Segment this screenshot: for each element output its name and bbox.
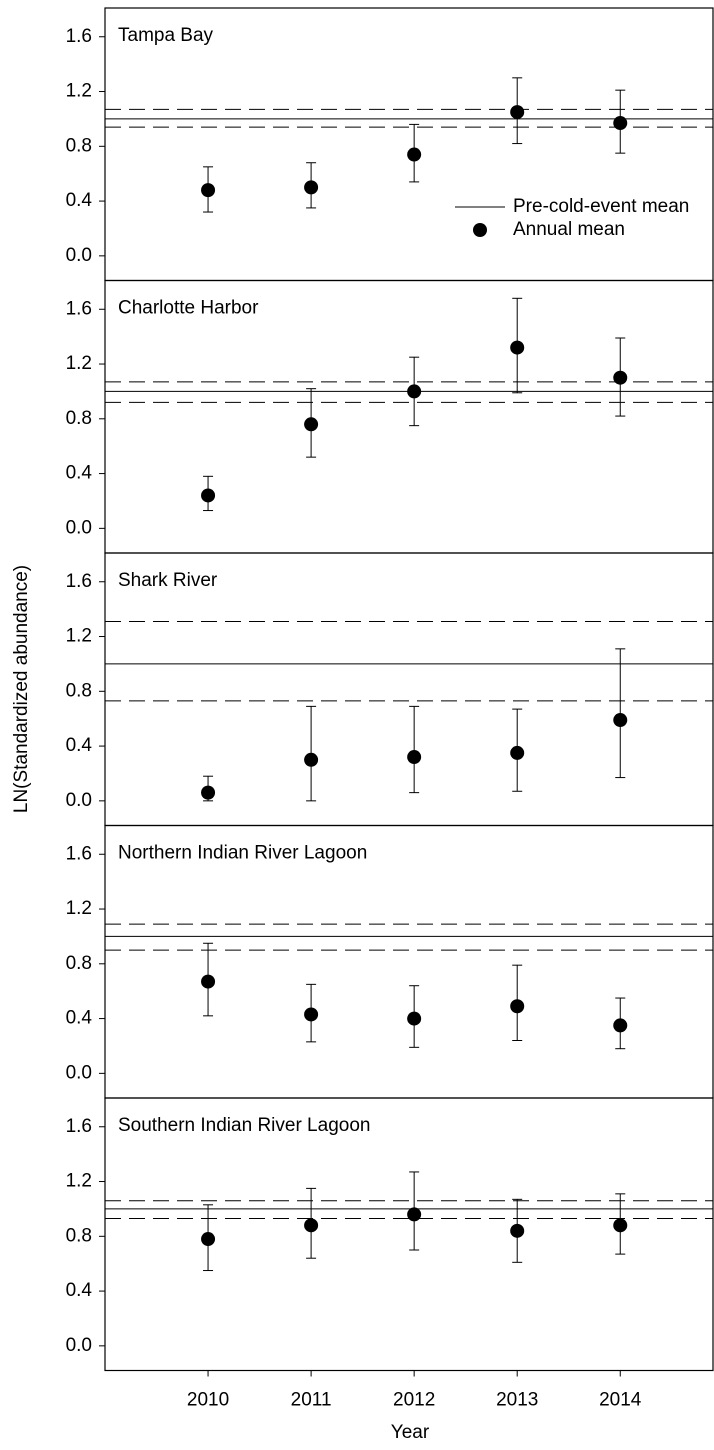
y-tick-label: 1.6 [66, 298, 92, 319]
x-axis-label: Year [391, 1422, 430, 1443]
mean-point [304, 1007, 319, 1022]
y-tick-label: 0.0 [66, 245, 92, 266]
y-tick-label: 0.8 [66, 680, 92, 701]
mean-point [201, 488, 216, 503]
mean-point [304, 180, 319, 195]
mean-point [407, 147, 422, 162]
panel-title: Tampa Bay [118, 25, 214, 46]
legend-label: Pre-cold-event mean [513, 196, 689, 217]
mean-point [407, 1011, 422, 1026]
y-tick-label: 0.4 [66, 1280, 93, 1301]
y-axis-label: LN(Standardized abundance) [11, 565, 32, 813]
y-tick-label: 0.0 [66, 1062, 92, 1083]
panel-title: Shark River [118, 570, 218, 591]
plot-frame [104, 552, 714, 827]
mean-point [304, 752, 319, 767]
x-tick-label: 2011 [291, 1390, 332, 1411]
y-tick-label: 0.8 [66, 1225, 92, 1246]
mean-point [407, 1207, 422, 1222]
mean-point [201, 183, 216, 198]
plot-frame [104, 279, 714, 554]
y-tick-label: 0.8 [66, 953, 92, 974]
mean-point [407, 750, 422, 765]
y-tick-label: 0.0 [66, 1335, 92, 1356]
y-tick-label: 1.2 [66, 353, 92, 374]
mean-point [613, 370, 628, 385]
mean-point [510, 1223, 525, 1238]
mean-point [201, 1232, 216, 1247]
y-tick-label: 1.6 [66, 843, 92, 864]
mean-point [613, 1018, 628, 1033]
y-tick-label: 1.2 [66, 1171, 92, 1192]
y-tick-label: 0.4 [66, 1008, 93, 1029]
mean-point [304, 417, 319, 432]
mean-point [201, 785, 216, 800]
x-tick-label: 2014 [599, 1390, 642, 1411]
y-tick-label: 1.6 [66, 1116, 92, 1137]
mean-point [510, 999, 525, 1014]
y-tick-label: 0.0 [66, 517, 92, 538]
y-tick-label: 0.4 [66, 190, 93, 211]
y-tick-label: 1.2 [66, 81, 92, 102]
mean-point [407, 384, 422, 399]
legend-label: Annual mean [513, 219, 625, 240]
x-tick-label: 2012 [393, 1390, 435, 1411]
mean-point [613, 116, 628, 131]
y-tick-label: 1.2 [66, 898, 92, 919]
x-tick-label: 2013 [496, 1390, 538, 1411]
y-tick-label: 0.4 [66, 463, 93, 484]
mean-point [510, 745, 525, 760]
y-tick-label: 0.8 [66, 135, 92, 156]
panel-title: Charlotte Harbor [118, 298, 259, 319]
mean-point [510, 105, 525, 120]
y-tick-label: 1.2 [66, 626, 92, 647]
y-tick-label: 1.6 [66, 571, 92, 592]
mean-point [201, 974, 216, 989]
legend-marker [473, 223, 487, 237]
panel-title: Northern Indian River Lagoon [118, 843, 367, 864]
x-tick-label: 2010 [187, 1390, 229, 1411]
y-tick-label: 0.0 [66, 790, 92, 811]
panel-title: Southern Indian River Lagoon [118, 1115, 370, 1136]
mean-point [613, 1218, 628, 1233]
y-tick-label: 0.8 [66, 408, 92, 429]
y-tick-label: 0.4 [66, 735, 93, 756]
plot-frame [104, 1097, 714, 1372]
mean-point [613, 713, 628, 728]
plot-frame [104, 824, 714, 1099]
mean-point [304, 1218, 319, 1233]
mean-point [510, 340, 525, 355]
y-tick-label: 1.6 [66, 26, 92, 47]
